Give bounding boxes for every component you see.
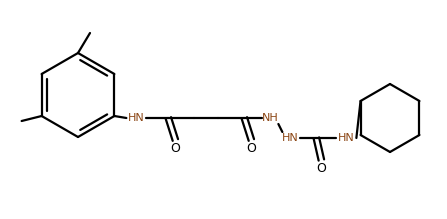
Text: HN: HN <box>128 113 145 123</box>
Text: HN: HN <box>282 133 299 143</box>
Text: O: O <box>246 141 256 154</box>
Text: NH: NH <box>262 113 279 123</box>
Text: HN: HN <box>338 133 355 143</box>
Text: O: O <box>170 141 180 154</box>
Text: O: O <box>316 161 326 175</box>
